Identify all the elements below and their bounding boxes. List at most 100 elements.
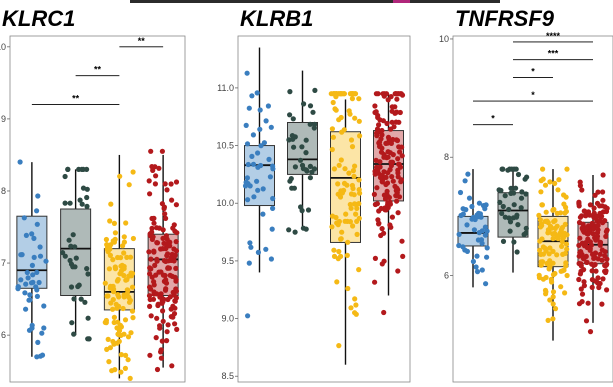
y-tick-label: 7 <box>1 258 6 268</box>
data-point <box>583 318 590 324</box>
data-point <box>248 244 254 250</box>
data-point <box>589 268 595 274</box>
data-point <box>67 200 73 206</box>
data-point <box>154 258 160 264</box>
data-point <box>564 232 570 238</box>
data-point <box>147 303 153 309</box>
data-point <box>338 236 344 242</box>
data-point <box>149 274 155 280</box>
y-tick-label: 9 <box>1 114 6 124</box>
data-point <box>540 176 546 182</box>
data-point <box>130 235 136 242</box>
data-point <box>394 198 400 204</box>
data-point <box>78 296 84 302</box>
data-point <box>590 251 596 257</box>
data-point <box>476 200 482 206</box>
data-point <box>393 137 400 143</box>
data-point <box>163 233 169 239</box>
data-point <box>374 133 380 139</box>
data-point <box>375 217 381 223</box>
y-tick-label: 9.0 <box>221 314 234 324</box>
data-point <box>125 357 131 363</box>
data-point <box>167 294 173 300</box>
data-point <box>73 255 79 261</box>
data-point <box>513 185 519 191</box>
data-point <box>159 338 165 344</box>
data-point <box>29 262 35 268</box>
data-point <box>561 201 567 207</box>
data-point <box>342 166 348 172</box>
data-point <box>152 262 158 268</box>
data-point <box>173 239 179 245</box>
data-point <box>469 203 475 210</box>
data-point <box>550 272 557 278</box>
data-point <box>398 179 404 185</box>
data-point <box>299 144 305 150</box>
data-point <box>68 243 74 249</box>
data-point <box>108 242 114 248</box>
plot-frame <box>9 35 186 383</box>
y-tick-label: 8 <box>1 186 6 196</box>
data-point <box>338 157 344 163</box>
data-point <box>34 221 40 227</box>
data-point <box>243 122 249 128</box>
data-point <box>147 265 153 271</box>
data-point <box>518 205 524 211</box>
data-point <box>578 263 584 269</box>
data-point <box>164 338 170 344</box>
data-point <box>160 318 166 324</box>
data-point <box>484 245 490 251</box>
data-point <box>523 230 529 236</box>
data-point <box>103 236 109 243</box>
data-point <box>124 287 130 293</box>
data-point <box>537 224 544 230</box>
data-point <box>250 161 257 167</box>
data-point <box>543 209 549 215</box>
data-point <box>165 322 171 328</box>
data-point <box>389 119 395 125</box>
data-point <box>289 185 295 191</box>
data-point <box>537 247 543 253</box>
data-point <box>41 325 47 331</box>
data-point <box>343 211 349 217</box>
data-point <box>173 179 180 185</box>
data-point <box>550 301 556 307</box>
data-point <box>522 176 528 182</box>
data-point <box>149 225 155 231</box>
data-point <box>267 174 273 180</box>
data-point <box>351 173 357 179</box>
data-point <box>255 249 261 255</box>
data-point <box>286 227 292 233</box>
data-point <box>334 279 340 285</box>
y-tick-label: 11.0 <box>217 83 234 93</box>
data-point <box>378 205 384 212</box>
data-point <box>112 266 119 272</box>
data-point <box>352 296 358 302</box>
data-point <box>354 231 360 237</box>
data-point <box>393 91 400 97</box>
data-point <box>148 148 154 154</box>
data-point <box>558 268 564 274</box>
data-point <box>307 175 313 181</box>
data-point <box>336 248 342 255</box>
data-point <box>511 239 517 245</box>
data-point <box>110 306 116 312</box>
data-point <box>30 272 36 278</box>
data-point <box>170 289 176 295</box>
data-point <box>341 91 347 97</box>
data-point <box>127 375 133 381</box>
data-point <box>84 266 90 272</box>
data-point <box>287 112 293 118</box>
data-point <box>261 140 267 146</box>
data-point <box>381 309 387 316</box>
data-point <box>595 280 601 286</box>
data-point <box>163 286 169 292</box>
data-point <box>336 343 342 349</box>
data-point <box>171 222 177 228</box>
data-point <box>130 169 136 175</box>
data-point <box>147 296 153 303</box>
data-point <box>31 254 37 260</box>
data-point <box>395 174 401 180</box>
data-point <box>157 294 163 300</box>
